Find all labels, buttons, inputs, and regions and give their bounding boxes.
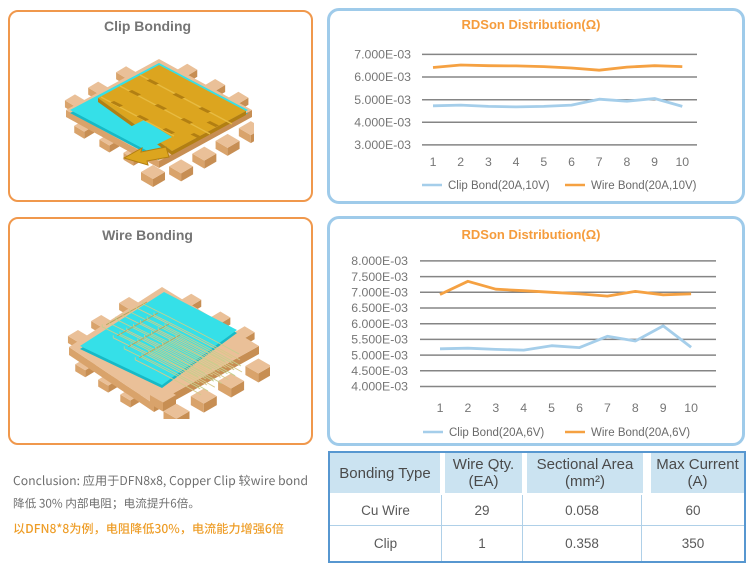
svg-text:4.500E-03: 4.500E-03 <box>351 364 408 378</box>
svg-text:6.000E-03: 6.000E-03 <box>351 317 408 331</box>
svg-text:2: 2 <box>464 401 471 415</box>
svg-text:5: 5 <box>548 401 555 415</box>
svg-text:8: 8 <box>632 401 639 415</box>
svg-text:RDSon Distribution(Ω): RDSon Distribution(Ω) <box>462 17 601 32</box>
svg-text:6.000E-03: 6.000E-03 <box>354 70 411 84</box>
svg-text:10: 10 <box>675 155 689 169</box>
svg-text:10: 10 <box>684 401 698 415</box>
svg-text:4.000E-03: 4.000E-03 <box>351 380 408 394</box>
svg-text:2: 2 <box>457 155 464 169</box>
svg-text:6.500E-03: 6.500E-03 <box>351 301 408 315</box>
svg-text:4.000E-03: 4.000E-03 <box>354 116 411 130</box>
svg-text:1: 1 <box>437 401 444 415</box>
svg-text:9: 9 <box>651 155 658 169</box>
svg-text:7.500E-03: 7.500E-03 <box>351 270 408 284</box>
svg-text:7.000E-03: 7.000E-03 <box>351 286 408 300</box>
svg-text:7.000E-03: 7.000E-03 <box>354 48 411 62</box>
svg-text:4: 4 <box>513 155 520 169</box>
svg-text:5.000E-03: 5.000E-03 <box>354 93 411 107</box>
svg-text:Wire Bond(20A,6V): Wire Bond(20A,6V) <box>591 427 690 439</box>
svg-text:1: 1 <box>430 155 437 169</box>
svg-text:Clip Bond(20A,10V): Clip Bond(20A,10V) <box>448 180 550 192</box>
svg-text:Clip Bond(20A,6V): Clip Bond(20A,6V) <box>449 427 544 439</box>
svg-text:8: 8 <box>623 155 630 169</box>
svg-text:6: 6 <box>576 401 583 415</box>
svg-text:8.000E-03: 8.000E-03 <box>351 254 408 268</box>
svg-text:3: 3 <box>492 401 499 415</box>
svg-text:5.500E-03: 5.500E-03 <box>351 333 408 347</box>
svg-text:5.000E-03: 5.000E-03 <box>351 348 408 362</box>
svg-text:6: 6 <box>568 155 575 169</box>
svg-text:Wire Bond(20A,10V): Wire Bond(20A,10V) <box>591 180 697 192</box>
svg-text:3.000E-03: 3.000E-03 <box>354 138 411 152</box>
svg-text:RDSon Distribution(Ω): RDSon Distribution(Ω) <box>462 227 601 242</box>
svg-text:9: 9 <box>660 401 667 415</box>
svg-text:3: 3 <box>485 155 492 169</box>
svg-text:7: 7 <box>604 401 611 415</box>
svg-text:4: 4 <box>520 401 527 415</box>
svg-text:5: 5 <box>540 155 547 169</box>
svg-text:7: 7 <box>596 155 603 169</box>
